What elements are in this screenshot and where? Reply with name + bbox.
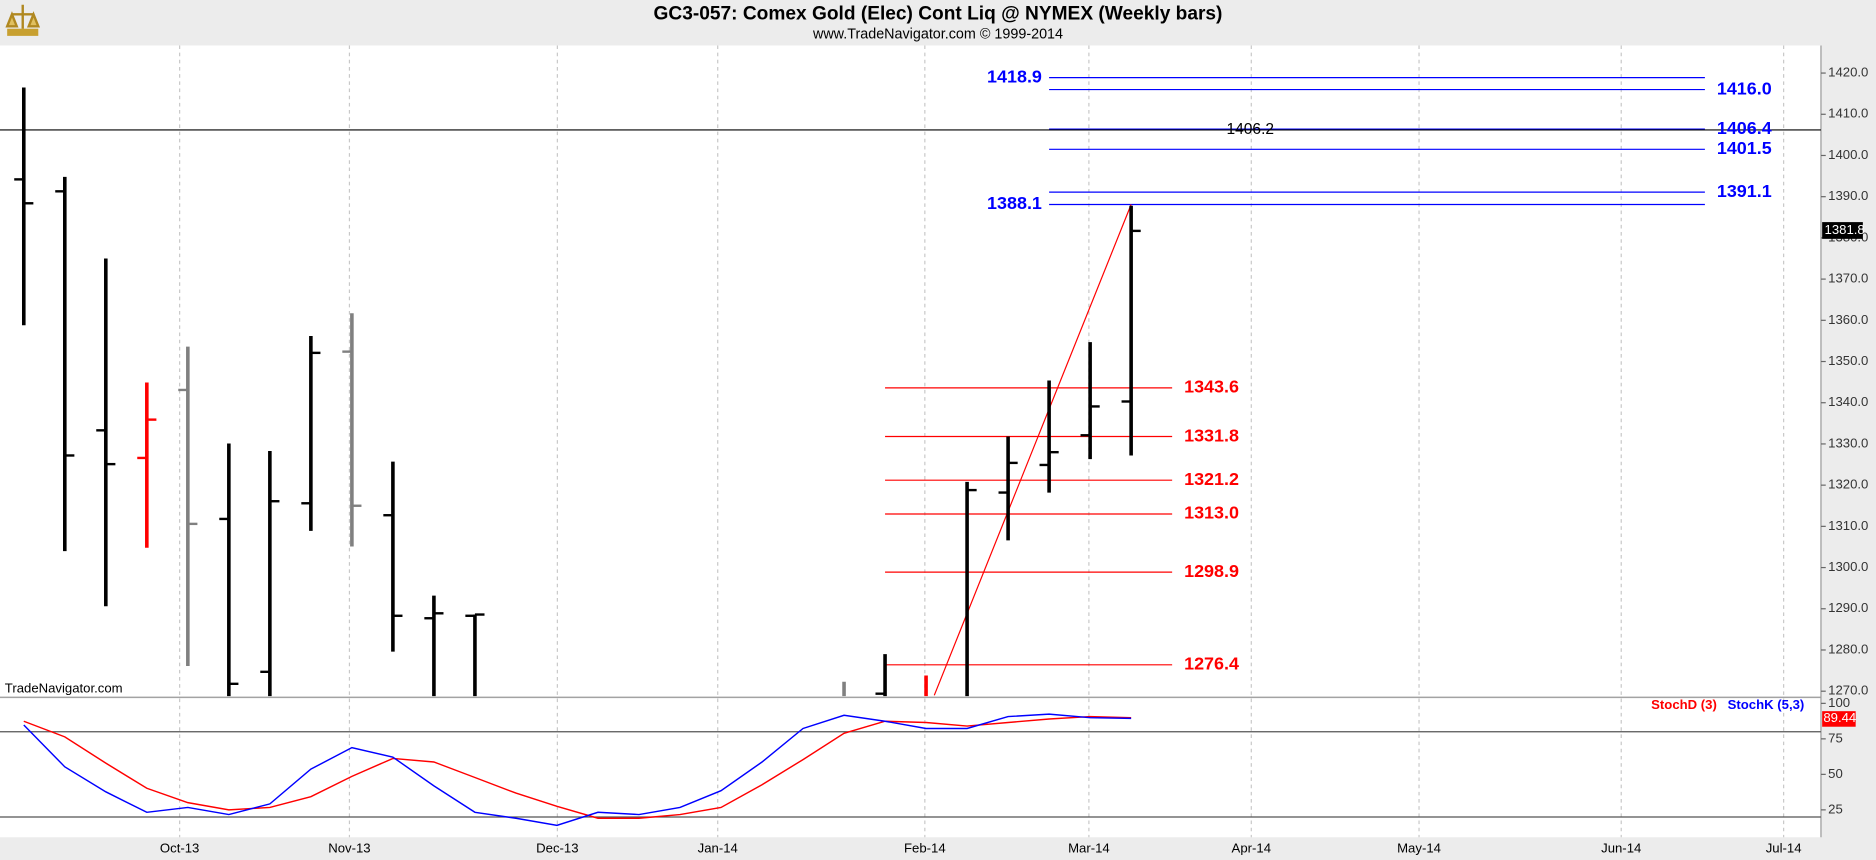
x-tick-label: Jun-14	[1601, 841, 1641, 856]
y-tick-label: 100	[1828, 695, 1850, 710]
level-label: 1343.6	[1184, 377, 1239, 397]
y-tick-label: 1330.0	[1828, 435, 1868, 450]
x-tick-label: May-14	[1397, 841, 1441, 856]
x-tick-label: Dec-13	[536, 841, 578, 856]
level-label: 1391.1	[1717, 181, 1772, 201]
level-label: 1388.1	[987, 193, 1042, 213]
y-tick-label: 1300.0	[1828, 559, 1868, 574]
price-panel	[0, 45, 1821, 697]
y-tick-label: 1280.0	[1828, 641, 1868, 656]
level-label: 1406.4	[1717, 118, 1772, 138]
y-tick-label: 50	[1828, 766, 1843, 781]
last-value-label: 89.44	[1823, 710, 1856, 725]
y-tick-label: 1420.0	[1828, 65, 1868, 80]
legend-entry: StochK (5,3)	[1728, 697, 1805, 712]
y-tick-label: 1340.0	[1828, 394, 1868, 409]
level-label: 1406.2	[1226, 121, 1274, 138]
y-tick-label: 1270.0	[1828, 683, 1868, 698]
level-label: 1298.9	[1184, 561, 1239, 581]
stoch-line	[23, 713, 1132, 827]
y-tick-label: 1390.0	[1828, 188, 1868, 203]
x-tick-label: Apr-14	[1232, 841, 1271, 856]
legend-entry: StochD (3)	[1651, 697, 1717, 712]
stoch-plot	[0, 713, 1821, 827]
x-tick-label: Feb-14	[904, 841, 946, 856]
y-tick-label: 1410.0	[1828, 106, 1868, 121]
chart-title: GC3-057: Comex Gold (Elec) Cont Liq @ NY…	[654, 3, 1223, 24]
x-tick-label: Jul-14	[1766, 841, 1802, 856]
y-tick-label: 1350.0	[1828, 353, 1868, 368]
last-value-label: 1381.8	[1825, 222, 1865, 237]
level-label: 1331.8	[1184, 425, 1239, 445]
x-tick-label: Nov-13	[328, 841, 370, 856]
y-tick-label: 1400.0	[1828, 147, 1868, 162]
level-label: 1416.0	[1717, 78, 1772, 98]
y-tick-label: 1310.0	[1828, 518, 1868, 533]
level-label: 1276.4	[1184, 654, 1239, 674]
x-tick-label: Jan-14	[698, 841, 738, 856]
y-tick-label: 1320.0	[1828, 477, 1868, 492]
chart-subtitle: www.TradeNavigator.com © 1999-2014	[812, 26, 1063, 42]
y-tick-label: 1360.0	[1828, 312, 1868, 327]
last-value-box	[1822, 222, 1863, 239]
level-label: 1401.5	[1717, 138, 1772, 158]
level-label: 1321.2	[1184, 469, 1239, 489]
price-plot	[0, 76, 1821, 697]
y-tick-label: 25	[1828, 801, 1843, 816]
x-tick-label: Mar-14	[1068, 841, 1110, 856]
x-tick-label: Oct-13	[160, 841, 199, 856]
watermark: TradeNavigator.com	[5, 680, 123, 695]
level-label: 1313.0	[1184, 503, 1239, 523]
y-tick-label: 75	[1828, 730, 1843, 745]
y-tick-label: 1290.0	[1828, 600, 1868, 615]
y-tick-label: 1370.0	[1828, 271, 1868, 286]
logo	[5, 4, 41, 36]
level-label: 1418.9	[987, 66, 1042, 86]
stoch-line	[23, 715, 1132, 819]
last-value-box	[1822, 711, 1856, 727]
